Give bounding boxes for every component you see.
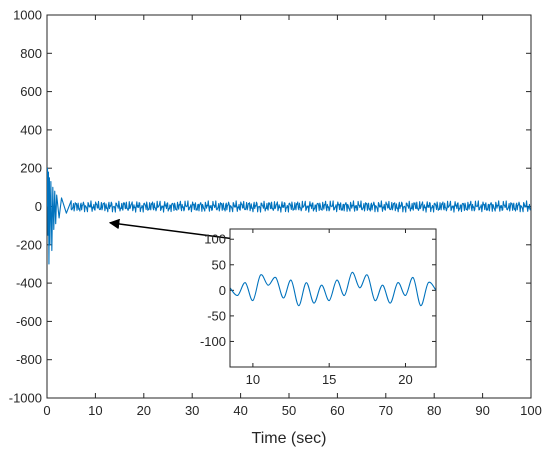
- inset-x-tick-label: 20: [398, 372, 412, 387]
- inset-y-tick-label: -50: [207, 308, 226, 323]
- y-tick-label: 0: [35, 199, 42, 214]
- inset-x-tick-label: 15: [322, 372, 336, 387]
- y-tick-label: 600: [20, 84, 42, 99]
- y-tick-label: -200: [16, 237, 42, 252]
- x-tick-label: 10: [88, 403, 102, 418]
- inset-y-tick-label: 50: [212, 257, 226, 272]
- inset-y-tick-label: 0: [219, 283, 226, 298]
- inset-x-tick-label: 10: [246, 372, 260, 387]
- y-tick-label: -800: [16, 352, 42, 367]
- main-ticks: 0 10 20 30 40 50 60 70 80 90 10010008006004002000-…: [9, 8, 542, 419]
- y-tick-label: -400: [16, 276, 42, 291]
- x-tick-label: 80: [427, 403, 441, 418]
- x-tick-label: 40: [233, 403, 247, 418]
- inset-ticks: 10 15 20 100 50 0 -50 -100: [200, 229, 436, 387]
- inset-background: [230, 229, 436, 367]
- inset-y-tick-label: 100: [204, 232, 226, 247]
- x-tick-label: 90: [475, 403, 489, 418]
- x-tick-label: 60: [330, 403, 344, 418]
- y-tick-label: 400: [20, 122, 42, 137]
- y-tick-label: -600: [16, 314, 42, 329]
- inset-signal-line: [230, 271, 436, 307]
- y-tick-label: 1000: [13, 8, 42, 23]
- x-tick-label: 100: [520, 403, 542, 418]
- y-tick-label: 200: [20, 161, 42, 176]
- x-tick-label: 20: [137, 403, 151, 418]
- x-tick-label: 0: [43, 403, 50, 418]
- x-tick-label: 30: [185, 403, 199, 418]
- x-tick-label: 70: [379, 403, 393, 418]
- x-tick-label: 50: [282, 403, 296, 418]
- y-tick-label: -1000: [9, 391, 42, 406]
- y-tick-label: 800: [20, 46, 42, 61]
- main-signal-line: [47, 167, 531, 265]
- x-axis-label: Time (sec): [252, 430, 327, 447]
- inset-y-tick-label: -100: [200, 334, 226, 349]
- inset-plot-area: [229, 228, 437, 368]
